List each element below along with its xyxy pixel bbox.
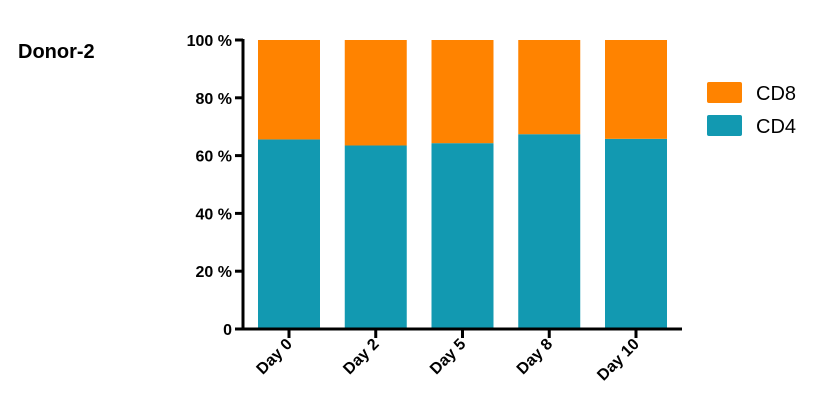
plot-area: 0 20 % 40 % 60 % 80 % 100 % Day 0 Day 2 Day 5 Day…: [187, 33, 682, 384]
y-tick-label-100: 100 %: [187, 33, 232, 50]
bar-cd4-day-10: [605, 138, 667, 329]
legend-swatch-cd4: [707, 115, 742, 136]
x-tick-label-day-5: Day 5: [427, 336, 469, 378]
legend-swatch-cd8: [707, 82, 742, 103]
x-tick-label-day-10: Day 10: [594, 336, 643, 385]
y-tick-label-80: 80 %: [196, 91, 232, 108]
x-tick-label-day-8: Day 8: [514, 336, 556, 378]
bar-cd8-day-10: [605, 40, 667, 139]
bar-cd8-day-8: [518, 40, 581, 135]
bar-cd4-day-0: [258, 139, 320, 329]
bar-cd8-day-2: [344, 40, 407, 146]
x-tick-label-day-2: Day 2: [340, 336, 382, 378]
bar-cd8-day-5: [431, 40, 494, 144]
legend-label-cd8: CD8: [756, 83, 796, 105]
y-tick-label-40: 40 %: [196, 206, 232, 223]
y-tick-label-20: 20 %: [196, 264, 232, 281]
y-tick-label-60: 60 %: [196, 149, 232, 166]
legend-label-cd4: CD4: [756, 116, 796, 138]
bar-cd4-day-5: [431, 143, 494, 329]
bar-cd4-day-2: [344, 145, 407, 329]
legend: CD8 CD4: [707, 82, 796, 138]
bar-cd4-day-8: [518, 134, 581, 329]
y-tick-label-0: 0: [223, 322, 232, 339]
bar-cd8-day-0: [258, 40, 320, 140]
x-tick-label-day-0: Day 0: [254, 336, 296, 378]
chart-title: Donor-2: [18, 41, 95, 63]
